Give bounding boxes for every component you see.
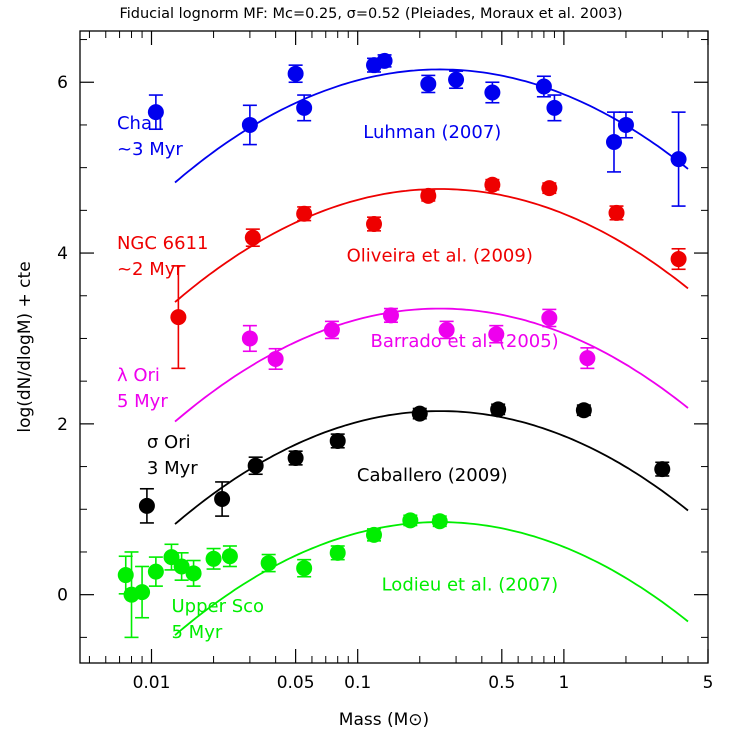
data-point xyxy=(431,513,448,530)
data-point xyxy=(241,116,258,133)
data-point xyxy=(138,497,155,514)
data-point xyxy=(382,307,399,324)
data-point xyxy=(147,563,164,580)
data-point xyxy=(185,565,202,582)
data-point xyxy=(670,251,687,268)
data-point xyxy=(402,512,419,529)
data-point xyxy=(575,402,592,419)
data-point xyxy=(329,432,346,449)
data-point xyxy=(296,99,313,116)
series-name-label: λ Ori xyxy=(117,365,160,386)
series-reference-label: Oliveira et al. (2009) xyxy=(347,246,533,267)
plot-frame xyxy=(79,30,709,664)
series-name-label: ~2 Myr xyxy=(117,259,183,280)
data-point xyxy=(411,405,428,422)
data-point xyxy=(244,229,261,246)
data-point xyxy=(296,205,313,222)
data-point xyxy=(546,99,563,116)
data-point xyxy=(247,457,264,474)
x-tick-label: 0.1 xyxy=(344,673,371,693)
series-reference-label: Luhman (2007) xyxy=(363,122,501,143)
series-name-label: 5 Myr xyxy=(171,622,222,643)
series-name-label: σ Ori xyxy=(147,432,191,453)
data-point xyxy=(448,71,465,88)
model-curve xyxy=(174,68,689,184)
series-name-label: 5 Myr xyxy=(117,391,168,412)
data-point xyxy=(296,560,313,577)
data-point xyxy=(323,321,340,338)
data-point xyxy=(287,65,304,82)
data-points xyxy=(117,52,687,639)
data-point xyxy=(205,550,222,567)
data-point xyxy=(535,78,552,95)
data-point xyxy=(366,216,383,233)
data-point xyxy=(170,309,187,326)
model-curve xyxy=(174,521,689,636)
data-point xyxy=(484,84,501,101)
series-name-label: Upper Sco xyxy=(171,596,264,617)
axis-ticks: 0.01 0.05 0.1 0.5 1 5 0 2 4 6 xyxy=(57,31,713,693)
data-point xyxy=(366,526,383,543)
series-reference-label: Lodieu et al. (2007) xyxy=(382,574,559,595)
data-point xyxy=(329,544,346,561)
series-reference-label: Barrado et al. (2005) xyxy=(370,331,558,352)
y-tick-label: 4 xyxy=(57,244,68,264)
data-point xyxy=(608,204,625,221)
series-labels: Cha I ~3 Myr Luhman (2007) NGC 6611 ~2 Myr Ol… xyxy=(117,113,559,643)
x-tick-label: 5 xyxy=(703,673,714,693)
y-tick-label: 6 xyxy=(57,73,68,93)
data-point xyxy=(488,326,505,343)
x-axis-label: Mass (M⊙) xyxy=(339,710,429,730)
chart-title: Fiducial lognorm MF: Mc=0.25, σ=0.52 (Pl… xyxy=(119,6,622,22)
y-tick-label: 0 xyxy=(57,586,68,606)
data-point xyxy=(117,567,134,584)
data-point xyxy=(420,187,437,204)
data-point xyxy=(617,116,634,133)
data-point xyxy=(241,330,258,347)
x-tick-label: 0.05 xyxy=(277,673,315,693)
series-reference-label: Caballero (2009) xyxy=(357,465,508,486)
x-tick-label: 1 xyxy=(558,673,569,693)
series-name-label: Cha I xyxy=(117,113,163,134)
model-curve xyxy=(174,307,689,423)
data-point xyxy=(654,461,671,478)
data-point xyxy=(670,151,687,168)
series-name-label: 3 Myr xyxy=(147,458,198,479)
data-point xyxy=(214,491,231,508)
data-point xyxy=(484,176,501,193)
data-point xyxy=(541,309,558,326)
data-point xyxy=(541,180,558,197)
data-point xyxy=(287,450,304,467)
y-axis-label: log(dN/dlogM) + cte xyxy=(15,261,35,432)
x-tick-label: 0.01 xyxy=(133,673,171,693)
data-point xyxy=(490,401,507,418)
y-tick-label: 2 xyxy=(57,415,68,435)
data-point xyxy=(438,321,455,338)
data-point xyxy=(605,134,622,151)
data-point xyxy=(173,558,190,575)
series-name-label: NGC 6611 xyxy=(117,233,209,254)
series-name-label: ~3 Myr xyxy=(117,139,183,160)
x-tick-label: 0.5 xyxy=(488,673,515,693)
data-point xyxy=(420,75,437,92)
data-point xyxy=(147,104,164,121)
data-point xyxy=(221,548,238,565)
data-point xyxy=(376,52,393,69)
model-curves xyxy=(174,68,689,636)
data-point xyxy=(134,584,151,601)
data-point xyxy=(267,350,284,367)
data-point xyxy=(579,350,596,367)
data-point xyxy=(260,555,277,572)
